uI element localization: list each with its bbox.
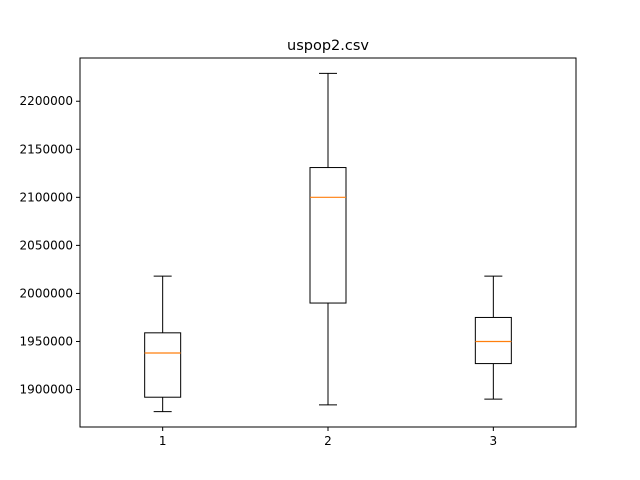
y-tick-label: 2000000 — [20, 286, 73, 300]
plot-area: 1900000 1950000 2000000 2050000 2100000 21500… — [20, 57, 577, 448]
chart-title: uspop2.csv — [287, 38, 369, 54]
x-tick-label: 1 — [159, 434, 167, 448]
x-tick-label: 3 — [490, 434, 498, 448]
y-tick-label: 2050000 — [20, 238, 73, 252]
y-tick-label: 2150000 — [20, 142, 73, 156]
y-tick-label: 1950000 — [20, 334, 73, 348]
box-iqr — [309, 167, 347, 304]
box-iqr — [474, 316, 512, 365]
y-tick-label: 2100000 — [20, 190, 73, 204]
box-iqr — [144, 332, 182, 398]
y-tick-label: 2200000 — [20, 94, 73, 108]
y-tick-label: 1900000 — [20, 383, 73, 397]
x-tick-label: 2 — [324, 434, 332, 448]
